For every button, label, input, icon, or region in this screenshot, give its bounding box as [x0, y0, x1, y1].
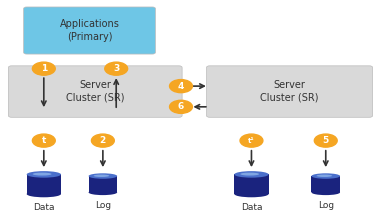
Text: Data: Data	[241, 203, 262, 212]
Bar	[234, 174, 269, 194]
Text: Applications
(Primary): Applications (Primary)	[59, 19, 120, 42]
Circle shape	[105, 62, 128, 75]
Text: t¹: t¹	[248, 138, 255, 144]
Circle shape	[170, 100, 192, 113]
Ellipse shape	[317, 175, 332, 177]
Ellipse shape	[234, 171, 269, 178]
Text: 3: 3	[113, 64, 119, 73]
Text: Server
Cluster (SR): Server Cluster (SR)	[260, 80, 319, 103]
FancyBboxPatch shape	[8, 66, 182, 117]
Text: 1: 1	[41, 64, 47, 73]
Text: Log: Log	[95, 201, 111, 209]
Ellipse shape	[33, 173, 51, 175]
Text: 4: 4	[178, 82, 184, 91]
Bar	[88, 176, 117, 192]
FancyBboxPatch shape	[24, 7, 155, 54]
Circle shape	[240, 134, 263, 147]
Ellipse shape	[311, 190, 340, 195]
Ellipse shape	[234, 191, 269, 197]
FancyBboxPatch shape	[207, 66, 373, 117]
Ellipse shape	[311, 173, 340, 179]
Circle shape	[91, 134, 114, 147]
Circle shape	[32, 62, 55, 75]
Text: Log: Log	[318, 201, 334, 209]
Text: 6: 6	[178, 102, 184, 111]
Text: 5: 5	[323, 136, 329, 145]
Text: Server
Cluster (SR): Server Cluster (SR)	[66, 80, 125, 103]
Circle shape	[32, 134, 55, 147]
Bar	[312, 176, 340, 192]
Ellipse shape	[94, 175, 109, 177]
Circle shape	[170, 80, 192, 93]
Ellipse shape	[240, 173, 259, 175]
Ellipse shape	[88, 190, 117, 195]
Text: t: t	[42, 136, 46, 145]
Bar	[27, 174, 61, 194]
Text: 2: 2	[100, 136, 106, 145]
Circle shape	[314, 134, 337, 147]
Ellipse shape	[27, 171, 61, 178]
Ellipse shape	[27, 191, 61, 197]
Ellipse shape	[88, 173, 117, 179]
Text: Data: Data	[33, 203, 54, 212]
